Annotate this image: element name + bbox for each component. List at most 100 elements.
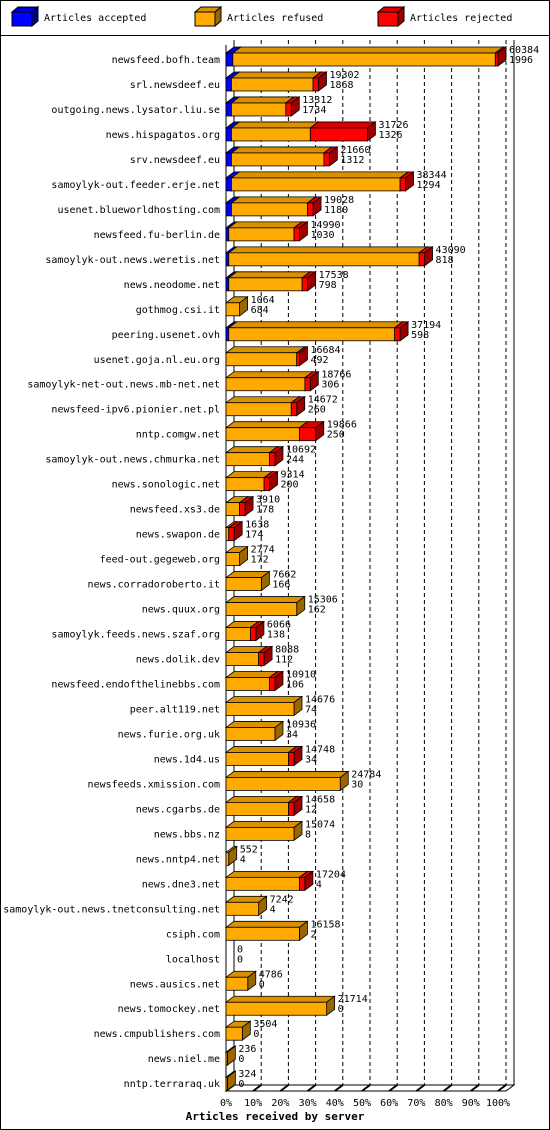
legend-label: Articles accepted	[44, 13, 146, 24]
value-label: 4	[270, 904, 276, 915]
value-label: 7662	[272, 570, 296, 581]
y-tick-label: news.nntp4.net	[136, 854, 220, 865]
value-label: 21714	[338, 994, 368, 1005]
y-tick-label: peering.usenet.ovh	[112, 330, 220, 341]
value-label: 13312	[302, 95, 332, 106]
bar	[228, 227, 295, 242]
bar	[225, 627, 251, 641]
value-label: 8088	[275, 645, 299, 656]
bar	[225, 527, 230, 542]
bar	[231, 102, 287, 117]
bar	[399, 177, 406, 192]
value-label: 15306	[308, 595, 338, 606]
value-label: 162	[308, 605, 326, 616]
y-tick-label: news.sonologic.net	[112, 480, 220, 491]
bar	[225, 177, 232, 192]
bar	[225, 202, 232, 217]
y-tick-label: newsfeed.xs3.de	[130, 505, 220, 516]
bar	[225, 277, 230, 292]
bar	[225, 502, 240, 517]
bar	[418, 252, 425, 267]
value-label: 17538	[319, 270, 349, 281]
x-tick-label: 30%	[299, 1098, 317, 1109]
y-tick-label: peer.alt119.net	[130, 704, 220, 715]
bar	[263, 477, 270, 492]
bar	[309, 127, 368, 142]
x-tick-label: 50%	[353, 1098, 371, 1109]
bar-top	[224, 820, 304, 828]
value-label: 1030	[310, 230, 334, 241]
legend-swatch	[194, 11, 216, 27]
bar	[225, 127, 232, 142]
bar	[225, 252, 230, 267]
bar	[225, 826, 295, 841]
y-tick-label: feed-out.gegeweb.org	[100, 555, 220, 566]
y-tick-label: news.1d4.us	[154, 754, 220, 765]
bar	[231, 152, 325, 167]
tick-mark	[470, 1084, 480, 1092]
value-label: 34	[305, 754, 317, 765]
value-label: 18766	[321, 370, 351, 381]
bar-top	[230, 196, 317, 204]
value-label: 19866	[327, 420, 357, 431]
bar	[225, 677, 270, 691]
bar	[312, 77, 319, 92]
value-label: 818	[436, 255, 454, 266]
value-label: 0	[338, 1004, 344, 1015]
value-label: 324	[238, 1069, 256, 1080]
value-label: 200	[281, 480, 299, 491]
x-tick-label: 90%	[462, 1098, 480, 1109]
y-tick-label: news.dne3.net	[142, 879, 220, 890]
bar	[225, 777, 341, 791]
bar	[299, 427, 317, 442]
tick-mark	[334, 1084, 344, 1092]
value-label: 178	[256, 505, 274, 516]
bar	[225, 1026, 243, 1041]
value-label: 4	[240, 854, 246, 865]
legend-swatch	[11, 11, 33, 27]
bar	[296, 352, 300, 367]
value-label: 7242	[270, 894, 294, 905]
y-tick-label: samoylyk-out.news.weretis.net	[45, 255, 220, 266]
bar	[228, 277, 303, 292]
y-tick-label: usenet.blueworldhosting.com	[57, 205, 220, 216]
value-label: 250	[327, 430, 345, 441]
bar	[323, 152, 330, 167]
bar	[225, 1001, 328, 1016]
value-label: 598	[411, 330, 429, 341]
value-label: 14748	[305, 744, 335, 755]
bar	[494, 52, 499, 67]
y-tick-label: gothmog.csi.it	[136, 305, 220, 316]
bar	[225, 976, 249, 991]
bar	[225, 577, 262, 591]
bar	[269, 452, 276, 467]
value-label: 0	[237, 944, 243, 955]
bar	[225, 377, 306, 392]
bar-top	[224, 371, 315, 379]
value-label: 3504	[253, 1019, 277, 1030]
value-label: 0	[237, 954, 243, 965]
value-label: 798	[319, 280, 337, 291]
value-label: 19028	[324, 195, 354, 206]
bar	[288, 802, 295, 816]
bar-top	[224, 920, 309, 928]
x-tick-label: 20%	[271, 1098, 289, 1109]
value-label: 1734	[302, 105, 326, 116]
value-label: 684	[251, 305, 269, 316]
bar	[225, 427, 300, 442]
tick-mark	[497, 1084, 507, 1092]
tick-mark	[388, 1084, 398, 1092]
bar-top	[224, 746, 298, 753]
value-label: 1996	[509, 55, 533, 66]
tick-mark	[279, 1084, 289, 1092]
value-label: 14658	[305, 794, 335, 805]
legend-label: Articles rejected	[410, 13, 512, 24]
bar	[225, 876, 300, 891]
y-tick-label: samoylyk-out.news.tnetconsulting.net	[3, 904, 220, 915]
bar	[225, 152, 232, 167]
value-label: 172	[251, 555, 269, 566]
value-label: 10910	[286, 670, 316, 681]
value-label: 38344	[417, 170, 447, 181]
bar-top	[227, 321, 404, 329]
